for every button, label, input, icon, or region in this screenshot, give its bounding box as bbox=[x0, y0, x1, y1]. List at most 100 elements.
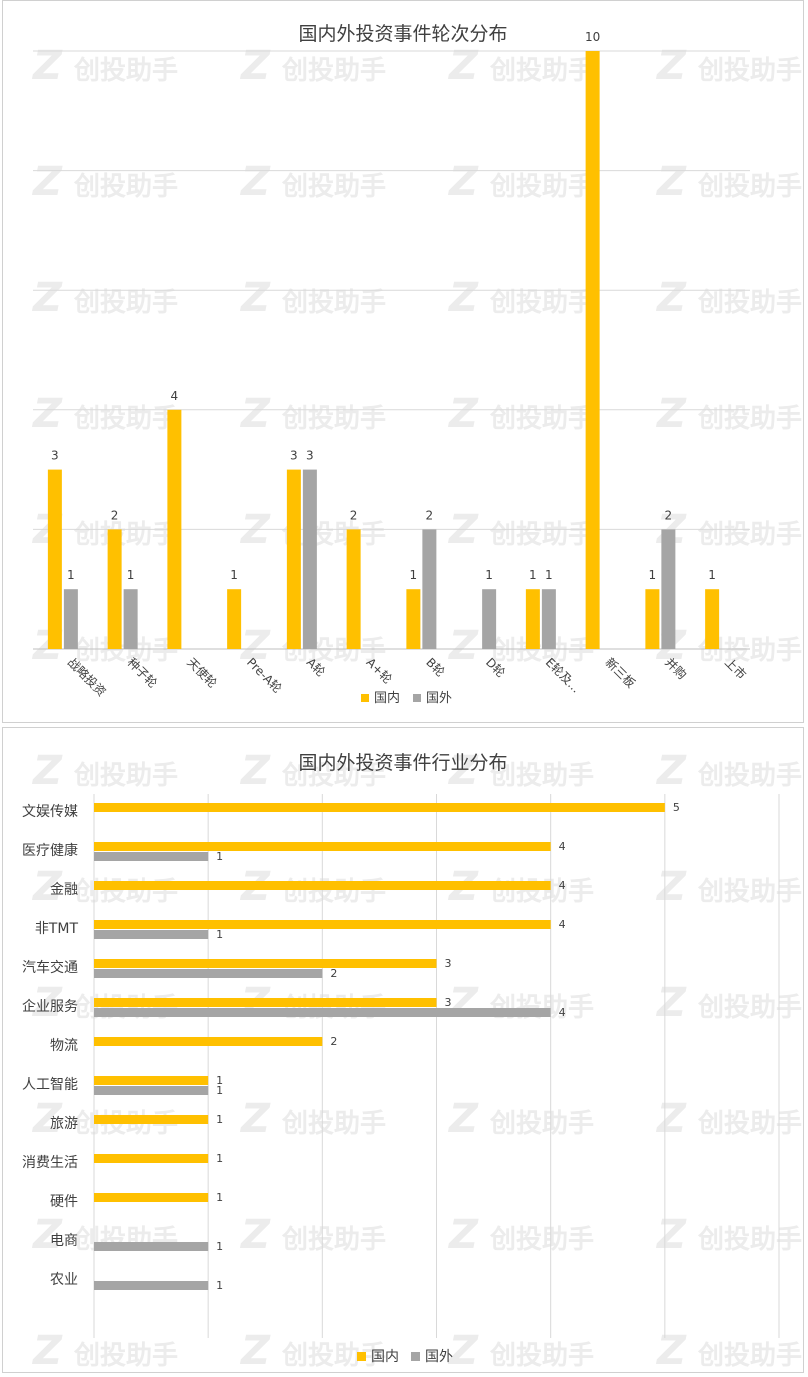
data-label: 1 bbox=[649, 568, 657, 582]
data-label: 1 bbox=[216, 1074, 223, 1087]
legend-swatch bbox=[361, 694, 369, 702]
bar bbox=[94, 969, 323, 978]
bar bbox=[94, 930, 209, 939]
data-label: 2 bbox=[426, 508, 434, 522]
x-tick-label: 并购 bbox=[662, 655, 690, 683]
bar bbox=[94, 842, 551, 851]
x-tick-label: Pre-A轮 bbox=[244, 655, 285, 696]
bar bbox=[107, 529, 122, 649]
data-label: 2 bbox=[111, 508, 119, 522]
y-tick-label: 人工智能 bbox=[22, 1077, 78, 1093]
bar bbox=[585, 51, 600, 649]
bar bbox=[94, 1086, 209, 1095]
legend-label: 国内 bbox=[371, 1349, 399, 1365]
data-label: 1 bbox=[216, 1240, 223, 1253]
data-label: 2 bbox=[330, 967, 337, 980]
bar bbox=[406, 589, 421, 649]
legend-swatch bbox=[411, 1352, 420, 1361]
x-tick-label: 上市 bbox=[722, 655, 750, 683]
legend-label: 国内 bbox=[374, 690, 400, 706]
industry-distribution-chart: Z创投助手Z创投助手Z创投助手Z创投助手Z创投助手Z创投助手Z创投助手Z创投助手… bbox=[2, 727, 804, 1374]
data-label: 4 bbox=[559, 879, 566, 892]
data-label: 1 bbox=[485, 568, 493, 582]
legend-swatch bbox=[413, 694, 421, 702]
data-label: 5 bbox=[673, 801, 680, 814]
bar bbox=[94, 1037, 323, 1046]
y-tick-label: 汽车交通 bbox=[22, 959, 78, 976]
x-tick-label: A轮 bbox=[304, 655, 328, 679]
bar bbox=[94, 1242, 209, 1251]
bar bbox=[94, 920, 551, 929]
data-label: 4 bbox=[171, 389, 179, 403]
data-label: 2 bbox=[665, 508, 673, 522]
data-label: 3 bbox=[51, 449, 59, 463]
x-tick-label: 种子轮 bbox=[125, 655, 160, 690]
bar bbox=[94, 1281, 209, 1290]
data-label: 2 bbox=[350, 508, 358, 522]
bar bbox=[47, 469, 62, 649]
data-label: 1 bbox=[216, 1279, 223, 1292]
x-tick-label: 天使轮 bbox=[184, 655, 220, 691]
bar bbox=[422, 529, 437, 649]
legend-swatch bbox=[357, 1352, 366, 1361]
data-label: 1 bbox=[230, 568, 238, 582]
y-tick-label: 金融 bbox=[50, 882, 78, 898]
bar bbox=[94, 881, 551, 890]
bar bbox=[94, 852, 209, 861]
bar bbox=[525, 589, 540, 649]
y-tick-label: 硬件 bbox=[50, 1194, 78, 1210]
y-tick-label: 农业 bbox=[50, 1272, 78, 1288]
data-label: 3 bbox=[290, 449, 298, 463]
industry-distribution-plot: 文娱传媒 5 医疗健康 4 1 金融 4 非TMT 4 1 汽车交通 3 2 企业服务 3 4 物流 2 人工智能 1… bbox=[22, 794, 780, 1365]
x-tick-label: E轮及... bbox=[543, 655, 583, 695]
data-label: 4 bbox=[559, 840, 566, 853]
data-label: 1 bbox=[529, 568, 537, 582]
legend-label: 国外 bbox=[426, 691, 452, 706]
chart-title-industries: 国内外投资事件行业分布 bbox=[298, 752, 508, 774]
data-label: 4 bbox=[559, 918, 566, 931]
bar bbox=[167, 409, 182, 649]
data-label: 1 bbox=[410, 568, 418, 582]
y-tick-label: 物流 bbox=[50, 1038, 78, 1054]
bar bbox=[346, 529, 361, 649]
bar bbox=[94, 1193, 209, 1202]
bar bbox=[286, 469, 301, 649]
data-label: 1 bbox=[216, 1152, 223, 1165]
y-tick-label: 企业服务 bbox=[22, 998, 78, 1015]
bar bbox=[705, 589, 720, 649]
data-label: 1 bbox=[216, 850, 223, 863]
data-label: 1 bbox=[216, 1113, 223, 1126]
data-label: 10 bbox=[585, 30, 600, 44]
bar bbox=[661, 529, 676, 649]
legend-label: 国外 bbox=[425, 1349, 453, 1365]
bar bbox=[302, 469, 317, 649]
y-tick-label: 旅游 bbox=[50, 1116, 78, 1132]
bar bbox=[94, 959, 437, 968]
y-tick-label: 消费生活 bbox=[22, 1155, 78, 1171]
x-tick-label: 战略投资 bbox=[65, 655, 110, 700]
bar bbox=[227, 589, 242, 649]
bar bbox=[645, 589, 660, 649]
data-label: 4 bbox=[559, 1006, 566, 1019]
data-label: 1 bbox=[708, 568, 716, 582]
data-label: 3 bbox=[445, 957, 452, 970]
x-tick-label: A+轮 bbox=[364, 655, 395, 686]
bar bbox=[94, 1076, 209, 1085]
round-distribution-chart: Z 创投助手 Z 创投助手 Z 创投助手 Z 创投助手 Z 创投助手 Z 创投助手 Z 创投助手 Z 创投助手… bbox=[2, 0, 804, 723]
data-label: 1 bbox=[545, 568, 553, 582]
data-label: 3 bbox=[445, 996, 452, 1009]
chart-title-rounds: 国内外投资事件轮次分布 bbox=[298, 23, 508, 45]
bar bbox=[94, 803, 665, 812]
y-tick-label: 文娱传媒 bbox=[22, 804, 78, 820]
data-label: 1 bbox=[127, 568, 135, 582]
x-tick-label: B轮 bbox=[423, 655, 447, 679]
y-tick-label: 非TMT bbox=[35, 921, 79, 937]
data-label: 1 bbox=[216, 1084, 223, 1097]
bar bbox=[541, 589, 556, 649]
y-tick-label: 医疗健康 bbox=[22, 842, 78, 859]
bar bbox=[94, 1154, 209, 1163]
data-label: 2 bbox=[330, 1035, 337, 1048]
bar bbox=[94, 998, 437, 1007]
data-label: 1 bbox=[216, 1191, 223, 1204]
